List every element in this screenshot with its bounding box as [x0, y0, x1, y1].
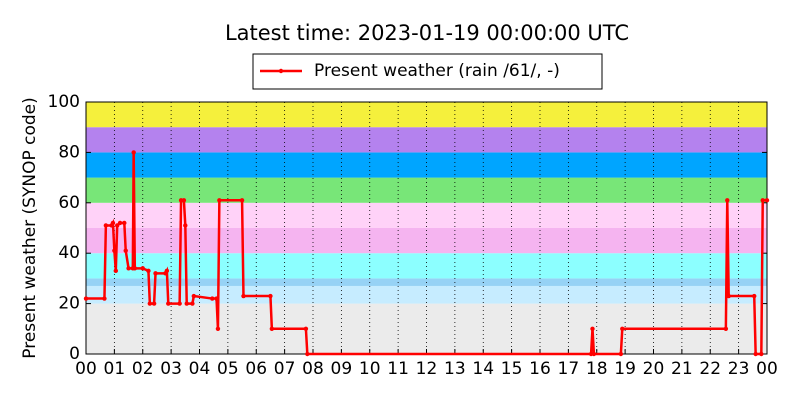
- data-point: [177, 301, 182, 306]
- x-tick-label: 10: [359, 359, 381, 379]
- y-tick-label: 80: [58, 142, 80, 162]
- x-tick-label: 02: [132, 359, 154, 379]
- data-point: [759, 351, 764, 357]
- data-point: [184, 301, 189, 306]
- data-point: [181, 198, 187, 203]
- data-point: [760, 198, 765, 203]
- data-point: [764, 198, 770, 203]
- data-point: [215, 326, 221, 331]
- x-tick-label: 16: [529, 359, 551, 379]
- data-point: [164, 268, 170, 274]
- data-point: [112, 248, 117, 253]
- data-point: [268, 293, 273, 299]
- data-point: [110, 220, 116, 226]
- data-point: [269, 326, 275, 331]
- x-tick-label: 09: [331, 359, 353, 379]
- x-tick-label: 22: [699, 359, 721, 379]
- data-point: [190, 301, 195, 306]
- y-tick-label: 100: [48, 92, 80, 112]
- data-point: [620, 326, 625, 331]
- data-point: [618, 351, 624, 357]
- legend: Present weather (rain /61/, -): [252, 53, 603, 90]
- x-tick-label: 19: [614, 359, 636, 379]
- data-point: [126, 266, 131, 271]
- x-tick-label: 13: [444, 359, 466, 379]
- data-point: [217, 198, 222, 203]
- x-tick-label: 00: [75, 359, 97, 379]
- data-point: [103, 223, 109, 228]
- x-tick-label: 00: [756, 359, 778, 379]
- background-band: [86, 127, 767, 153]
- data-point: [132, 266, 138, 271]
- x-tick-label: 12: [416, 359, 438, 379]
- x-tick-label: 23: [728, 359, 750, 379]
- data-point: [241, 293, 246, 299]
- data-point: [147, 301, 153, 306]
- x-tick-label: 15: [501, 359, 523, 379]
- data-point: [131, 150, 136, 155]
- data-point: [726, 293, 731, 299]
- x-tick-label: 17: [558, 359, 580, 379]
- data-point: [591, 351, 597, 357]
- data-point: [191, 293, 197, 299]
- data-point: [305, 351, 310, 357]
- data-point: [102, 296, 107, 301]
- x-tick-label: 07: [274, 359, 296, 379]
- y-tick-label: 0: [69, 344, 80, 364]
- data-point: [752, 293, 757, 299]
- data-point: [590, 326, 595, 331]
- data-point: [210, 296, 215, 301]
- x-tick-label: 21: [671, 359, 693, 379]
- data-point: [123, 248, 128, 253]
- data-point: [183, 223, 188, 228]
- y-tick-label: 20: [58, 294, 80, 314]
- x-tick-label: 06: [245, 359, 267, 379]
- x-tick-label: 20: [643, 359, 665, 379]
- y-axis-label: Present weather (SYNOP code): [20, 97, 40, 358]
- y-tick-label: 60: [58, 193, 80, 213]
- background-band: [86, 228, 767, 254]
- data-point: [115, 223, 120, 228]
- data-point: [140, 266, 145, 271]
- data-point: [113, 268, 118, 274]
- x-tick-label: 18: [586, 359, 608, 379]
- y-tick-label: 40: [58, 243, 80, 263]
- data-point: [83, 296, 89, 301]
- data-point: [725, 198, 730, 203]
- data-point: [146, 268, 151, 274]
- x-tick-label: 04: [189, 359, 211, 379]
- legend-marker: [278, 68, 284, 74]
- x-tick-label: 01: [104, 359, 126, 379]
- data-point: [122, 220, 127, 226]
- x-tick-label: 03: [160, 359, 182, 379]
- x-tick-label: 08: [302, 359, 324, 379]
- data-point: [153, 271, 158, 276]
- data-point: [166, 301, 171, 306]
- data-point: [753, 351, 758, 357]
- x-tick-label: 11: [387, 359, 409, 379]
- data-point: [214, 296, 219, 301]
- x-tick-label: 14: [472, 359, 494, 379]
- chart-title: Latest time: 2023-01-19 00:00:00 UTC: [225, 21, 629, 45]
- data-point: [303, 326, 309, 331]
- data-point: [151, 301, 157, 306]
- legend-label: Present weather (rain /61/, -): [314, 61, 560, 81]
- data-point: [117, 220, 123, 226]
- x-tick-label: 05: [217, 359, 239, 379]
- legend-box: [252, 53, 603, 90]
- background-band: [86, 152, 767, 178]
- data-point: [723, 326, 729, 331]
- data-point: [239, 198, 245, 203]
